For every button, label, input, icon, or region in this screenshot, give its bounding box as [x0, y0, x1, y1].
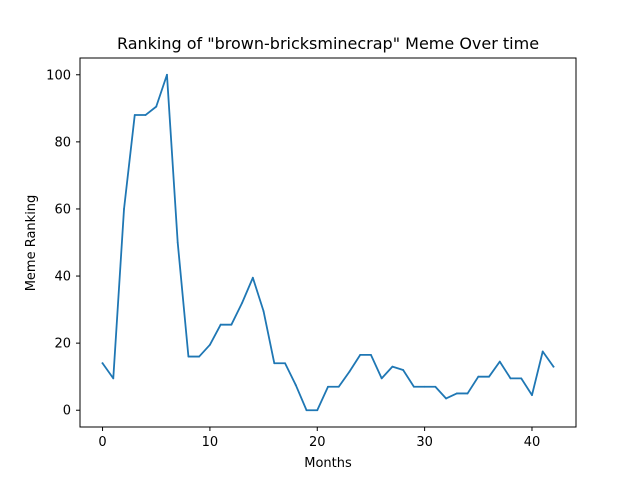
data-point: [348, 370, 351, 373]
chart-title: Ranking of "brown-bricksminecrap" Meme O…: [117, 34, 539, 53]
x-tick-label: 20: [309, 435, 326, 450]
data-point: [327, 385, 329, 388]
data-point: [316, 409, 319, 412]
data-point: [294, 384, 297, 386]
data-point: [198, 355, 201, 358]
data-point: [445, 397, 447, 400]
y-tick-label: 0: [63, 404, 71, 419]
data-point: [391, 365, 394, 368]
data-point: [262, 310, 265, 313]
y-tick-label: 100: [46, 68, 71, 83]
data-point: [477, 375, 480, 378]
data-point: [509, 377, 512, 380]
data-point: [541, 350, 544, 353]
data-point: [359, 353, 362, 356]
data-point: [284, 362, 286, 365]
data-point: [166, 73, 168, 76]
data-point: [273, 362, 276, 365]
data-point: [337, 385, 340, 388]
y-tick-label: 60: [54, 202, 71, 217]
data-point: [230, 323, 233, 326]
data-point: [123, 208, 125, 210]
data-point: [455, 392, 458, 395]
data-point: [209, 343, 211, 346]
y-tick-label: 80: [54, 135, 71, 150]
data-point: [251, 276, 254, 279]
data-point: [423, 385, 426, 388]
data-point: [488, 375, 490, 378]
x-tick-label: 0: [98, 435, 106, 450]
y-tick-label: 20: [54, 337, 71, 352]
data-point: [466, 392, 469, 395]
plot-frame: [79, 57, 577, 428]
data-point: [305, 409, 308, 412]
data-point: [187, 355, 190, 358]
data-point: [155, 105, 158, 108]
x-tick-label: 10: [202, 435, 219, 450]
x-tick-label: 40: [524, 435, 541, 450]
data-point: [434, 385, 437, 388]
data-point: [520, 377, 523, 380]
axes-layer: 0 10 20 30 40 0 20 40 60 80 100: [46, 57, 577, 450]
data-point: [402, 369, 405, 371]
data-point: [380, 377, 383, 380]
data-point: [101, 362, 104, 365]
y-axis-label: Meme Ranking: [24, 195, 39, 292]
y-tick-label: 40: [54, 270, 71, 285]
data-point: [219, 323, 222, 326]
data-point: [176, 241, 179, 244]
data-point: [133, 114, 136, 116]
plot-layer: [101, 73, 555, 412]
data-point: [498, 360, 501, 363]
x-tick-label: 30: [416, 435, 433, 450]
data-point: [412, 385, 415, 388]
data-point: [552, 365, 555, 368]
data-point: [241, 301, 244, 304]
data-point: [144, 114, 147, 116]
data-point: [531, 394, 533, 397]
data-point: [112, 377, 115, 380]
x-axis-label: Months: [304, 456, 352, 471]
data-point: [370, 353, 372, 356]
